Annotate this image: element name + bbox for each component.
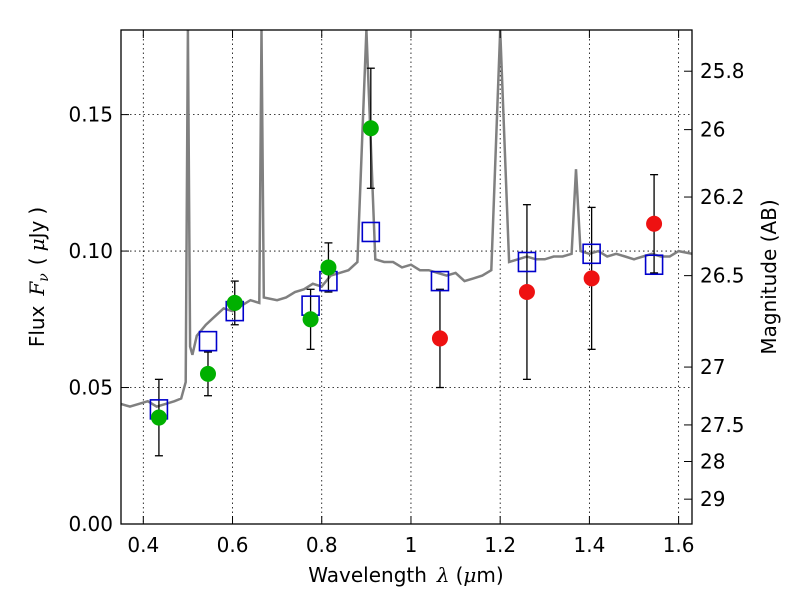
- y2-tick-label: 27.5: [700, 413, 745, 437]
- x-tick-label: 1.4: [573, 533, 605, 557]
- y2-axis-label: Magnitude (AB): [757, 199, 781, 354]
- model-photometry-square: [582, 243, 601, 265]
- model-spectrum-line: [121, 30, 692, 408]
- y2-tick-label: 27: [700, 355, 725, 379]
- observed-flux-point: [320, 259, 337, 276]
- observed-flux-point: [518, 284, 535, 301]
- y2-tick-label: 29: [700, 487, 725, 511]
- x-label-symbol: λ: [436, 563, 450, 587]
- x-tick-label: 1.6: [663, 533, 695, 557]
- grid: [121, 30, 692, 524]
- x-tick-label: 1.2: [484, 533, 516, 557]
- model-photometry-square: [198, 330, 218, 352]
- model-photometry-square: [361, 221, 381, 243]
- observed-flux-point: [302, 311, 319, 328]
- observed-flux-point: [199, 365, 216, 382]
- y-tick-label: 0.00: [68, 512, 113, 536]
- y-label-unit-mu: μ: [25, 238, 49, 251]
- y-label-unit-close: ): [25, 207, 49, 215]
- x-label-unit-rest: m): [476, 563, 503, 587]
- model-photometry-square: [430, 270, 450, 292]
- y-label-symbol: F: [25, 281, 49, 297]
- model-photometry-square: [644, 254, 664, 276]
- x-axis-label: Wavelength λ (μm): [308, 563, 503, 587]
- x-tick-label: 0.8: [306, 533, 338, 557]
- y2-tick-label: 26.2: [700, 185, 745, 209]
- x-label-prefix: Wavelength: [308, 563, 427, 587]
- y-tick-label: 0.10: [68, 239, 113, 263]
- observed-flux-point: [150, 409, 167, 426]
- y-tick-label: 0.05: [68, 376, 113, 400]
- y2-tick-label: 26: [700, 118, 725, 142]
- y-tick-label: 0.15: [68, 103, 113, 127]
- ticks: 0.4 0.6 0.8 1 1.2 1.4 1.6 0.00 0.05 0.10 0.15 25.8 2…: [68, 30, 745, 557]
- x-label-unit-mu: μ: [463, 563, 476, 587]
- observed-flux-point: [431, 330, 448, 347]
- model-photometry-square: [517, 251, 537, 273]
- observed-flux-point: [646, 215, 663, 232]
- observed-flux-point: [583, 270, 600, 287]
- plot-frame: [120, 29, 693, 525]
- y-axis-label: Flux Fν ( μJy): [25, 207, 52, 347]
- y2-tick-label: 25.8: [700, 59, 745, 83]
- x-label-unit-open: (: [456, 563, 464, 587]
- y2-tick-label: 28: [700, 449, 725, 473]
- observed-flux-point: [362, 120, 379, 137]
- x-tick-label: 0.6: [217, 533, 249, 557]
- y-label-unit-open: (: [25, 257, 49, 265]
- x-tick-label: 0.4: [127, 533, 159, 557]
- x-tick-label: 1: [405, 533, 418, 557]
- observed-photometry-markers: [150, 120, 663, 426]
- y-label-unit-rest: Jy: [25, 220, 49, 240]
- observed-flux-point: [226, 294, 243, 311]
- y-label-subscript: ν: [36, 273, 52, 282]
- y-label-prefix: Flux: [25, 305, 49, 347]
- y2-tick-label: 26.5: [700, 264, 745, 288]
